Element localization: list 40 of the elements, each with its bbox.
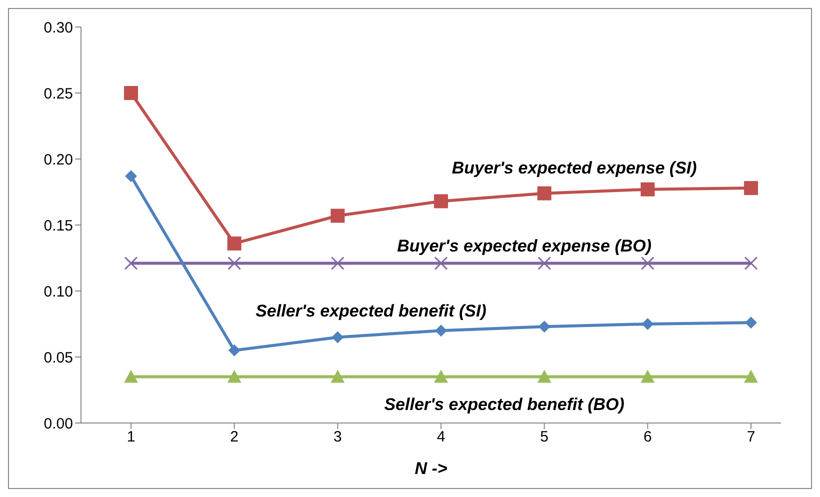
point <box>124 86 138 100</box>
series-label: Seller's expected benefit (BO) <box>384 394 625 414</box>
x-tick-label: 1 <box>126 428 136 446</box>
y-tick-label: 0.10 <box>44 283 73 300</box>
point <box>744 181 758 196</box>
x-tick-label: 5 <box>540 428 549 446</box>
y-tick-label: 0.00 <box>44 415 73 432</box>
point <box>435 324 447 337</box>
x-tick-label: 6 <box>643 428 652 446</box>
series-label: Seller's expected benefit (SI) <box>256 302 487 321</box>
y-tick-label: 0.05 <box>44 349 73 366</box>
point <box>434 370 448 383</box>
point <box>642 318 654 330</box>
point <box>332 331 344 344</box>
point <box>744 370 758 383</box>
series-label: Buyer's expected expense (SI) <box>452 158 698 178</box>
y-tick-label: 0.20 <box>44 151 73 168</box>
x-tick-label: 7 <box>746 428 756 446</box>
point <box>228 344 240 356</box>
x-tick-label: 4 <box>436 428 446 446</box>
point <box>125 170 137 182</box>
point <box>330 370 345 383</box>
point <box>538 320 550 333</box>
series-label: Buyer's expected expense (BO) <box>397 236 652 256</box>
point <box>640 182 655 196</box>
y-tick-label: 0.30 <box>44 19 73 36</box>
y-tick-label: 0.25 <box>44 85 73 102</box>
point <box>537 370 552 383</box>
point <box>640 370 655 383</box>
point <box>227 370 242 383</box>
x-tick-label: 3 <box>333 428 342 446</box>
x-tick-label: 2 <box>230 428 239 446</box>
point <box>227 236 242 250</box>
point <box>124 370 138 383</box>
point <box>434 194 448 208</box>
point <box>537 186 552 200</box>
point <box>330 208 345 223</box>
point <box>745 316 757 329</box>
x-axis-title: N -> <box>414 459 448 478</box>
y-tick-label: 0.15 <box>44 217 73 234</box>
